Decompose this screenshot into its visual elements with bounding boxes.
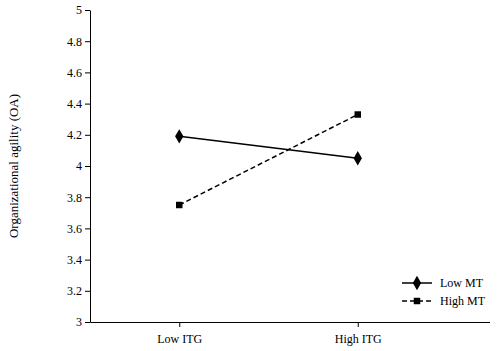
y-tick-mark: [85, 197, 90, 198]
y-tick-mark: [85, 72, 90, 73]
y-tick-label: 3.8: [67, 191, 82, 205]
y-tick-mark: [85, 166, 90, 167]
y-tick-mark: [85, 322, 90, 323]
x-axis-line: [91, 322, 448, 323]
y-tick: 4.8: [67, 35, 90, 49]
y-tick-label: 4.2: [67, 128, 82, 142]
y-tick-label: 3.6: [67, 222, 82, 236]
y-tick-mark: [85, 260, 90, 261]
y-tick: 4.6: [67, 66, 90, 80]
x-tick-label: Low ITG: [157, 332, 202, 346]
y-tick: 4.2: [67, 128, 90, 142]
x-tick: Low ITG: [157, 322, 202, 346]
y-tick-label: 5: [76, 3, 82, 17]
series-marker: [175, 129, 183, 143]
y-tick: 3.4: [67, 253, 90, 267]
y-tick: 3: [76, 315, 90, 329]
plot-area: [175, 111, 362, 208]
legend-label: High MT: [440, 294, 486, 308]
legend-label: Low MT: [440, 276, 484, 290]
series-marker: [176, 202, 182, 208]
y-tick-mark: [85, 228, 90, 229]
y-tick-mark: [85, 135, 90, 136]
legend-marker: [413, 276, 421, 290]
y-tick-mark: [85, 41, 90, 42]
y-tick: 4.4: [67, 97, 90, 111]
y-tick: 3.2: [67, 284, 90, 298]
y-tick-mark: [85, 10, 90, 11]
x-tick-label: High ITG: [335, 332, 382, 346]
legend-entry: Low MT: [402, 276, 484, 290]
y-axis: 3 3.2 3.4 3.6 3.8 4 4.2 4.4 4.6 4.8 5: [67, 3, 91, 329]
x-tick-mark: [179, 322, 180, 327]
legend: Low MT High MT: [402, 276, 486, 308]
legend-entry: High MT: [402, 294, 486, 308]
y-tick: 3.6: [67, 222, 90, 236]
y-tick-label: 4.8: [67, 35, 82, 49]
series-marker: [355, 111, 361, 117]
x-tick: High ITG: [335, 322, 382, 346]
series-line: [179, 136, 358, 158]
chart: 3 3.2 3.4 3.6 3.8 4 4.2 4.4 4.6 4.8 5 Low ITG High I…: [0, 0, 500, 351]
y-tick: 5: [76, 3, 90, 17]
y-tick: 3.8: [67, 191, 90, 205]
x-axis-line-extension: [447, 322, 490, 323]
series-marker: [354, 151, 362, 165]
y-tick-label: 3.2: [67, 284, 82, 298]
x-tick-mark: [358, 322, 359, 327]
y-axis-line: [90, 11, 91, 323]
y-tick: 4: [76, 159, 90, 173]
y-tick-label: 4: [76, 159, 82, 173]
y-tick-label: 3: [76, 315, 82, 329]
series-line: [179, 115, 358, 205]
y-tick-label: 4.6: [67, 66, 82, 80]
legend-marker: [414, 298, 420, 304]
y-tick-label: 3.4: [67, 253, 82, 267]
x-axis: Low ITG High ITG: [91, 322, 448, 346]
y-tick-label: 4.4: [67, 97, 82, 111]
y-axis-title: Organizational agility (OA): [6, 94, 21, 238]
y-tick-mark: [85, 291, 90, 292]
y-tick-mark: [85, 104, 90, 105]
